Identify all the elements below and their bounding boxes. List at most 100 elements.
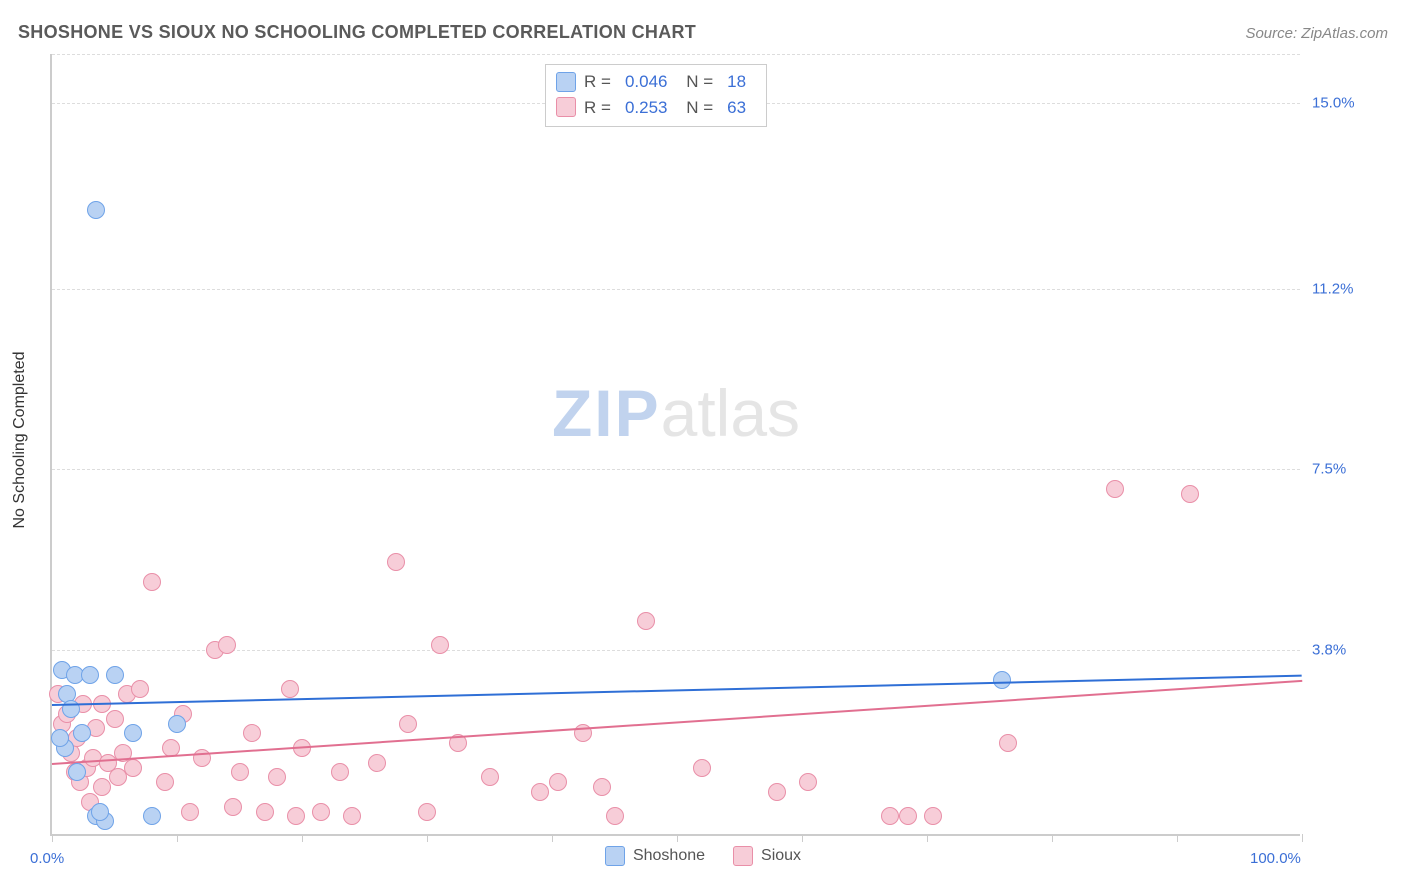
data-point-sioux	[881, 807, 899, 825]
data-point-sioux	[399, 715, 417, 733]
data-point-shoshone	[68, 763, 86, 781]
data-point-sioux	[418, 803, 436, 821]
plot-area: ZIPatlas 3.8%7.5%11.2%15.0%	[50, 54, 1300, 836]
y-tick-label: 15.0%	[1312, 94, 1355, 111]
x-tick	[1302, 834, 1303, 842]
r-label: R =	[584, 69, 611, 95]
data-point-sioux	[256, 803, 274, 821]
data-point-sioux	[531, 783, 549, 801]
legend-row-shoshone: R = 0.046 N = 18	[556, 69, 752, 95]
data-point-sioux	[156, 773, 174, 791]
legend-label-sioux: Sioux	[761, 847, 801, 865]
data-point-shoshone	[51, 729, 69, 747]
r-value-sioux: 0.253	[625, 95, 668, 121]
data-point-shoshone	[168, 715, 186, 733]
data-point-sioux	[93, 778, 111, 796]
data-point-sioux	[143, 573, 161, 591]
trend-line-sioux	[52, 680, 1302, 765]
data-point-sioux	[368, 754, 386, 772]
watermark-atlas: atlas	[661, 376, 800, 450]
x-tick	[552, 834, 553, 842]
x-tick	[802, 834, 803, 842]
chart-source: Source: ZipAtlas.com	[1245, 25, 1388, 42]
data-point-sioux	[799, 773, 817, 791]
x-tick	[677, 834, 678, 842]
correlation-legend: R = 0.046 N = 18 R = 0.253 N = 63	[545, 64, 767, 127]
y-tick-label: 3.8%	[1312, 642, 1346, 659]
data-point-shoshone	[91, 803, 109, 821]
data-point-sioux	[131, 680, 149, 698]
data-point-sioux	[549, 773, 567, 791]
chart-header: SHOSHONE VS SIOUX NO SCHOOLING COMPLETED…	[18, 22, 1388, 43]
data-point-sioux	[124, 759, 142, 777]
x-tick	[52, 834, 53, 842]
data-point-sioux	[637, 612, 655, 630]
data-point-shoshone	[106, 666, 124, 684]
data-point-sioux	[924, 807, 942, 825]
x-tick	[302, 834, 303, 842]
data-point-sioux	[193, 749, 211, 767]
data-point-sioux	[106, 710, 124, 728]
legend-label-shoshone: Shoshone	[633, 847, 705, 865]
legend-item-sioux: Sioux	[733, 846, 801, 866]
n-label: N =	[681, 69, 713, 95]
data-point-sioux	[481, 768, 499, 786]
r-label: R =	[584, 95, 611, 121]
data-point-sioux	[999, 734, 1017, 752]
series-legend: Shoshone Sioux	[0, 846, 1406, 866]
data-point-shoshone	[87, 201, 105, 219]
watermark-zip: ZIP	[552, 376, 661, 450]
swatch-sioux	[556, 97, 576, 117]
legend-row-sioux: R = 0.253 N = 63	[556, 95, 752, 121]
watermark: ZIPatlas	[552, 375, 800, 451]
data-point-sioux	[343, 807, 361, 825]
data-point-sioux	[431, 636, 449, 654]
data-point-shoshone	[81, 666, 99, 684]
data-point-shoshone	[993, 671, 1011, 689]
x-tick	[177, 834, 178, 842]
x-tick	[927, 834, 928, 842]
data-point-sioux	[768, 783, 786, 801]
data-point-sioux	[224, 798, 242, 816]
trend-line-shoshone	[52, 675, 1302, 706]
chart-title: SHOSHONE VS SIOUX NO SCHOOLING COMPLETED…	[18, 22, 696, 43]
r-value-shoshone: 0.046	[625, 69, 668, 95]
swatch-shoshone	[556, 72, 576, 92]
y-axis-title: No Schooling Completed	[11, 352, 29, 529]
data-point-sioux	[243, 724, 261, 742]
data-point-sioux	[693, 759, 711, 777]
data-point-sioux	[1106, 480, 1124, 498]
gridline	[52, 54, 1300, 55]
data-point-shoshone	[124, 724, 142, 742]
x-tick	[427, 834, 428, 842]
x-axis-min-label: 0.0%	[30, 850, 64, 867]
swatch-shoshone	[605, 846, 625, 866]
data-point-sioux	[312, 803, 330, 821]
data-point-shoshone	[143, 807, 161, 825]
data-point-shoshone	[73, 724, 91, 742]
data-point-sioux	[181, 803, 199, 821]
data-point-sioux	[387, 553, 405, 571]
n-label: N =	[681, 95, 713, 121]
data-point-sioux	[231, 763, 249, 781]
n-value-shoshone: 18	[727, 69, 746, 95]
x-axis-max-label: 100.0%	[1250, 850, 1301, 867]
data-point-sioux	[218, 636, 236, 654]
data-point-sioux	[899, 807, 917, 825]
gridline	[52, 469, 1300, 470]
gridline	[52, 650, 1300, 651]
y-tick-label: 7.5%	[1312, 461, 1346, 478]
data-point-sioux	[593, 778, 611, 796]
y-tick-label: 11.2%	[1312, 280, 1353, 297]
n-value-sioux: 63	[727, 95, 746, 121]
data-point-sioux	[268, 768, 286, 786]
data-point-sioux	[281, 680, 299, 698]
swatch-sioux	[733, 846, 753, 866]
data-point-sioux	[331, 763, 349, 781]
data-point-sioux	[287, 807, 305, 825]
gridline	[52, 289, 1300, 290]
x-tick	[1052, 834, 1053, 842]
legend-item-shoshone: Shoshone	[605, 846, 705, 866]
x-tick	[1177, 834, 1178, 842]
data-point-sioux	[606, 807, 624, 825]
